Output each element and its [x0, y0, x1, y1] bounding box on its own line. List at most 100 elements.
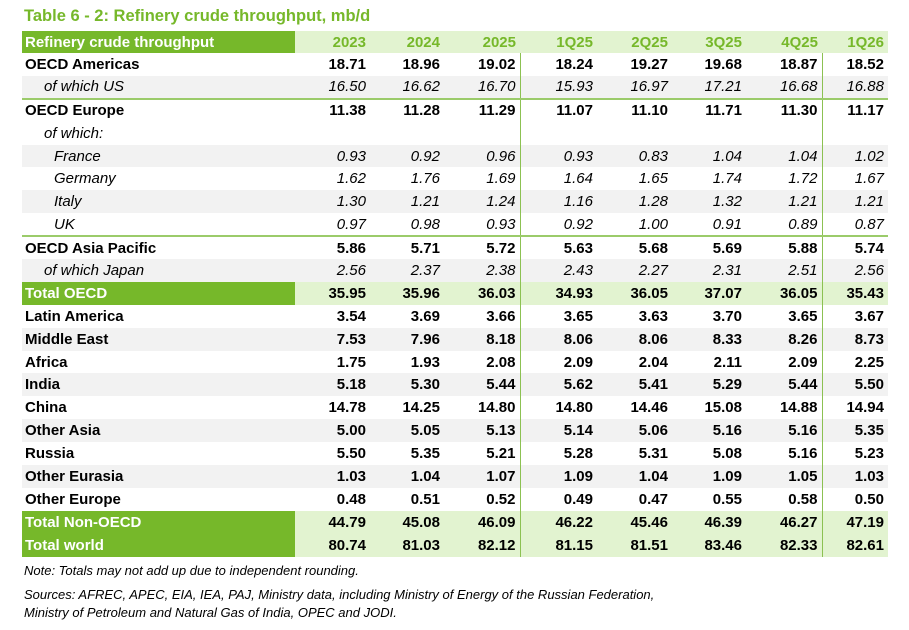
table-cell: 1.04 — [370, 465, 444, 488]
table-cell: 14.25 — [402, 399, 440, 417]
table-cell: 47.19 — [822, 510, 888, 534]
table-cell: 0.92 — [370, 144, 444, 168]
table-cell: 16.97 — [597, 75, 672, 100]
row-label: OECD Asia Pacific — [25, 239, 157, 257]
table-cell: 83.46 — [672, 533, 746, 557]
table-cell: 1.74 — [712, 170, 742, 188]
table-cell: 5.71 — [410, 239, 440, 257]
table-row: Other Asia 5.00 5.05 5.13 5.14 5.06 5.16 5.16 5.… — [22, 419, 888, 443]
table-cell: 5.30 — [370, 373, 444, 397]
table-cell: 1.62 — [336, 170, 366, 188]
table-cell: 5.72 — [444, 236, 521, 260]
table-cell — [746, 121, 823, 145]
header-label: Refinery crude throughput — [22, 31, 295, 53]
table-cell: 1.30 — [295, 190, 370, 214]
table-cell: 1.03 — [295, 465, 370, 488]
table-cell — [370, 122, 444, 145]
table-cell: 16.68 — [746, 75, 823, 100]
table-cell: 45.46 — [597, 510, 672, 534]
table-cell — [597, 122, 672, 145]
table-cell: 0.47 — [638, 490, 668, 508]
table-cell: 19.27 — [630, 55, 668, 73]
table-row: Middle East 7.53 7.96 8.18 8.06 8.06 8.33 8.26 8… — [22, 327, 888, 351]
table-cell: 82.12 — [444, 533, 521, 557]
table-cell: 5.23 — [854, 445, 884, 463]
table-cell: 46.27 — [746, 510, 823, 534]
table-cell: 11.07 — [556, 102, 593, 120]
table-row: UK 0.97 0.98 0.93 0.92 1.00 0.91 0.89 0.87 — [22, 213, 888, 238]
table-cell: 14.80 — [444, 396, 521, 420]
table-cell: 5.29 — [672, 373, 746, 397]
row-label: OECD Americas — [25, 55, 140, 73]
table-cell: 5.63 — [563, 239, 593, 257]
row-label: Total OECD — [22, 281, 295, 305]
table-row: Africa 1.75 1.93 2.08 2.09 2.04 2.11 2.09 2.25 — [22, 350, 888, 374]
table-cell: 35.96 — [370, 281, 444, 305]
row-label: Other Asia — [22, 419, 295, 443]
table-cell: 5.41 — [597, 373, 672, 397]
table-cell: 1.21 — [370, 190, 444, 214]
table-cell: 0.97 — [295, 213, 370, 238]
table-cell: 8.06 — [597, 327, 672, 351]
table-cell: 35.43 — [822, 281, 888, 305]
table-cell: 15.93 — [520, 75, 597, 100]
row-label: Africa — [25, 353, 68, 371]
table-cell: 1.21 — [822, 190, 888, 214]
table-row: Total Non-OECD 44.79 45.08 46.09 46.22 45.46 4… — [22, 510, 888, 534]
table-cell: 5.31 — [638, 445, 668, 463]
table-cell: 3.67 — [854, 307, 884, 325]
table-cell: 0.83 — [597, 144, 672, 168]
table-cell: 0.49 — [563, 490, 593, 508]
column-header: 2024 — [370, 31, 444, 53]
table-row: India 5.18 5.30 5.44 5.62 5.41 5.29 5.44 5.50 — [22, 373, 888, 397]
table-cell: 82.61 — [822, 533, 888, 557]
table-cell: 1.00 — [597, 213, 672, 238]
table-cell — [672, 122, 746, 145]
table-cell: 11.71 — [705, 102, 742, 120]
table-cell: 11.29 — [444, 98, 521, 122]
table-row: Other Europe 0.48 0.51 0.52 0.49 0.47 0.55 0.58… — [22, 487, 888, 511]
row-label: Italy — [22, 190, 295, 214]
column-header: 2023 — [295, 31, 370, 53]
table-cell: 45.08 — [370, 510, 444, 534]
table-row: Russia 5.50 5.35 5.21 5.28 5.31 5.08 5.16 5.23 — [22, 442, 888, 466]
table-cell: 7.53 — [295, 327, 370, 351]
table-cell: 11.17 — [847, 102, 884, 120]
row-label: Russia — [25, 445, 75, 463]
table-cell: 8.18 — [444, 327, 521, 351]
table-cell: 5.14 — [520, 419, 597, 443]
table-cell: 0.48 — [336, 490, 366, 508]
row-label: OECD Europe — [25, 102, 125, 120]
table-cell: 35.95 — [295, 281, 370, 305]
table-cell: 2.56 — [822, 259, 888, 282]
table-row: Germany 1.62 1.76 1.69 1.64 1.65 1.74 1.72 1.67 — [22, 167, 888, 191]
table-cell: 0.89 — [746, 213, 823, 238]
table-cell: 5.00 — [295, 419, 370, 443]
row-label: Other Europe — [25, 490, 121, 508]
table-cell: 5.35 — [410, 445, 440, 463]
row-label: France — [22, 144, 295, 168]
table-cell: 5.50 — [822, 373, 888, 397]
table-cell: 1.65 — [638, 170, 668, 188]
table-row: Other Eurasia 1.03 1.04 1.07 1.09 1.04 1.09 1.0… — [22, 465, 888, 488]
table-cell: 1.09 — [520, 465, 597, 488]
table-cell: 0.98 — [370, 213, 444, 238]
table-cell: 5.69 — [712, 239, 742, 257]
table-cell: 46.39 — [672, 510, 746, 534]
table-cell: 8.06 — [520, 327, 597, 351]
table-cell: 5.88 — [746, 236, 823, 260]
table-cell: 2.04 — [638, 353, 668, 371]
table-cell: 44.79 — [295, 510, 370, 534]
table-cell: 14.94 — [846, 399, 884, 417]
row-label: UK — [22, 213, 295, 238]
table-cell: 5.18 — [295, 373, 370, 397]
table-cell: 1.05 — [746, 465, 823, 488]
table-cell: 14.88 — [746, 396, 823, 420]
table-row: OECD Americas 18.71 18.96 19.02 18.24 19.27 19… — [22, 53, 888, 76]
table-cell: 0.92 — [520, 213, 597, 238]
table-cell: 5.74 — [854, 239, 884, 257]
table-cell: 1.04 — [746, 144, 823, 168]
table-cell: 36.05 — [746, 281, 823, 305]
table-cell: 5.16 — [746, 419, 823, 443]
table-cell: 18.52 — [846, 55, 884, 73]
